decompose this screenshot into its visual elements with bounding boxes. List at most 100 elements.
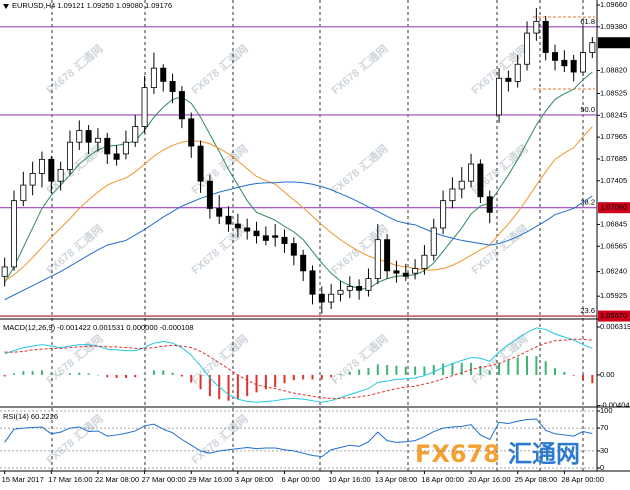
moving-average bbox=[4, 181, 593, 301]
candle-body bbox=[318, 293, 325, 303]
macd-bar bbox=[115, 374, 118, 378]
macd-bar bbox=[236, 374, 239, 400]
macd-bar bbox=[292, 374, 295, 381]
macd-line bbox=[4, 327, 593, 403]
candle-body bbox=[561, 59, 568, 67]
candle-body bbox=[57, 169, 64, 182]
macd-bar bbox=[451, 362, 454, 375]
macd-bar bbox=[572, 374, 575, 376]
fib-label: 61.8 bbox=[580, 17, 595, 26]
x-tick-label: 3 Apr 08:00 bbox=[235, 475, 273, 484]
x-tick-label: 15 Mar 2017 bbox=[2, 475, 44, 484]
macd-bar bbox=[246, 374, 249, 397]
macd-bar bbox=[50, 372, 53, 375]
candle-body bbox=[132, 126, 139, 143]
candle-body bbox=[234, 223, 241, 229]
logo: FX678 汇通网 bbox=[415, 440, 580, 468]
candle-body bbox=[514, 63, 521, 82]
y-tick-label: 1.05925 bbox=[600, 291, 627, 300]
macd-bar bbox=[180, 374, 183, 377]
candle-body bbox=[412, 268, 419, 274]
macd-bar bbox=[171, 372, 174, 375]
macd-bar bbox=[68, 373, 71, 375]
macd-bar bbox=[283, 374, 286, 384]
candle-body bbox=[524, 32, 531, 65]
candle-body bbox=[141, 87, 148, 128]
candle-body bbox=[533, 20, 540, 34]
candle-body bbox=[393, 270, 400, 274]
candle-body bbox=[281, 236, 288, 244]
macd-bar bbox=[40, 370, 43, 375]
macd-bar bbox=[199, 374, 202, 390]
y-tick-label: 100 bbox=[600, 406, 613, 415]
candle-body bbox=[384, 239, 391, 272]
x-tick-label: 6 Apr 00:00 bbox=[282, 475, 320, 484]
candle-body bbox=[66, 141, 73, 170]
macd-bar bbox=[395, 365, 398, 375]
macd-bar bbox=[208, 374, 211, 397]
x-tick-label: 29 Mar 16:00 bbox=[188, 475, 232, 484]
macd-bar bbox=[432, 365, 435, 375]
price-marker-label: 1.09176 bbox=[600, 38, 627, 47]
x-tick-label: 22 Mar 08:00 bbox=[95, 475, 139, 484]
y-tick-label: 1.09660 bbox=[600, 0, 627, 9]
candle-body bbox=[169, 80, 176, 92]
y-tick-label: 1.07685 bbox=[600, 154, 627, 163]
fib-label: 38.2 bbox=[580, 198, 595, 207]
x-tick-label: 28 Apr 00:00 bbox=[561, 475, 604, 484]
y-tick-label: 30 bbox=[600, 446, 608, 455]
price-marker bbox=[598, 37, 630, 49]
macd-bar bbox=[264, 374, 267, 390]
candle-body bbox=[449, 188, 456, 202]
y-tick-label: 0.00 bbox=[600, 370, 615, 379]
macd-bar bbox=[96, 374, 99, 376]
macd-bar bbox=[544, 361, 547, 375]
candle-body bbox=[150, 67, 157, 89]
macd-bar bbox=[311, 374, 314, 380]
candle-body bbox=[458, 180, 465, 190]
candle-body bbox=[122, 141, 129, 155]
macd-bar bbox=[339, 374, 342, 375]
macd-bar bbox=[22, 371, 25, 375]
panel-title: MACD(12,26,9) -0.001422 0.001531 0.00000… bbox=[3, 323, 194, 332]
candle-body bbox=[486, 196, 493, 213]
macd-bar bbox=[535, 355, 538, 375]
candle-body bbox=[440, 200, 447, 229]
candle-body bbox=[421, 254, 428, 269]
candle-body bbox=[38, 158, 45, 174]
candle-body bbox=[272, 235, 279, 238]
x-tick-label: 18 Apr 00:00 bbox=[421, 475, 464, 484]
macd-bar bbox=[479, 365, 482, 375]
moving-average bbox=[4, 71, 593, 290]
macd-bar bbox=[507, 359, 510, 375]
macd-bar bbox=[227, 374, 230, 401]
candle-body bbox=[48, 158, 55, 182]
candle-body bbox=[346, 286, 353, 291]
candle-body bbox=[589, 42, 596, 53]
macd-bar bbox=[78, 372, 81, 375]
y-tick-label: 1.08525 bbox=[600, 88, 627, 97]
candle-body bbox=[197, 145, 204, 182]
macd-bar bbox=[12, 373, 15, 375]
price-marker bbox=[598, 202, 630, 214]
macd-bar bbox=[358, 369, 361, 375]
price-marker-label: 1.05670 bbox=[600, 311, 627, 320]
macd-bar bbox=[143, 374, 146, 375]
candle-body bbox=[188, 118, 195, 147]
candle-body bbox=[468, 163, 475, 182]
panel-title: EURUSD,H4 1.09121 1.09250 1.09080 1.0917… bbox=[12, 1, 172, 10]
candle-body bbox=[244, 227, 251, 232]
candle-body bbox=[580, 52, 587, 73]
candle-body bbox=[262, 235, 269, 241]
macd-bar bbox=[376, 364, 379, 375]
x-tick-label: 17 Mar 16:00 bbox=[48, 475, 92, 484]
x-tick-label: 13 Apr 08:00 bbox=[375, 475, 418, 484]
candle-body bbox=[178, 91, 185, 120]
macd-bar bbox=[134, 374, 137, 378]
macd-bar bbox=[255, 374, 258, 393]
macd-bar bbox=[498, 363, 501, 375]
macd-bar bbox=[563, 371, 566, 375]
candle-body bbox=[552, 52, 559, 61]
macd-bar bbox=[591, 374, 594, 384]
candle-body bbox=[29, 172, 36, 186]
